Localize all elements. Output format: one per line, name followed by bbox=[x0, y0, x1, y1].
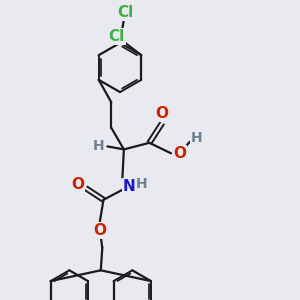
Text: O: O bbox=[155, 106, 169, 121]
Text: H: H bbox=[136, 178, 148, 191]
Text: O: O bbox=[71, 177, 84, 192]
Text: Cl: Cl bbox=[117, 5, 134, 20]
Text: H: H bbox=[190, 131, 202, 145]
Text: N: N bbox=[123, 179, 135, 194]
Text: O: O bbox=[173, 146, 187, 161]
Text: Cl: Cl bbox=[109, 29, 125, 44]
Text: O: O bbox=[93, 223, 106, 238]
Text: H: H bbox=[93, 140, 105, 153]
